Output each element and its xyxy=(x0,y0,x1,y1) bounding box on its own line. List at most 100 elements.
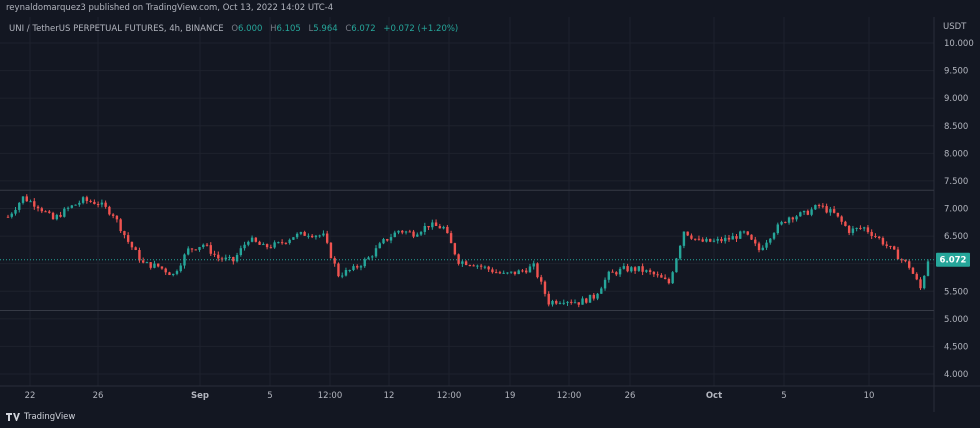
candle-body xyxy=(397,230,400,233)
candle-body xyxy=(352,266,355,270)
candle-body xyxy=(637,266,641,271)
candle-body xyxy=(919,279,922,289)
candle-body xyxy=(731,236,734,240)
candle-body xyxy=(566,301,569,303)
candle-body xyxy=(626,266,629,272)
candle-body xyxy=(138,250,141,261)
candle-body xyxy=(600,288,603,294)
candle-body xyxy=(630,267,633,272)
y-tick-label: 8.500 xyxy=(944,122,968,132)
candle-body xyxy=(145,262,149,264)
candle-body xyxy=(498,272,502,274)
candle-body xyxy=(840,216,843,222)
candle-body xyxy=(540,277,543,282)
candle-body xyxy=(825,206,828,213)
candle-body xyxy=(85,197,89,201)
candle-body xyxy=(284,242,288,244)
candle-body xyxy=(847,225,851,233)
candle-body xyxy=(333,258,336,264)
candle-body xyxy=(543,281,547,294)
candle-body xyxy=(438,225,442,229)
candle-body xyxy=(742,231,746,233)
candle-body xyxy=(487,266,490,270)
candle-body xyxy=(100,202,104,205)
x-tick-label: Sep xyxy=(191,391,209,401)
candle-body xyxy=(494,272,498,274)
x-tick-label: 12:00 xyxy=(318,391,343,401)
tradingview-logo-icon xyxy=(6,413,20,421)
y-tick-label: 7.500 xyxy=(944,177,968,187)
candle-body xyxy=(55,214,59,220)
candle-body xyxy=(434,222,438,226)
candle-body xyxy=(724,237,727,242)
symbol-title: UNI / TetherUS PERPETUAL FUTURES, 4h, BI… xyxy=(9,24,224,34)
candle-body xyxy=(893,246,896,250)
candle-body xyxy=(273,242,276,248)
candle-body xyxy=(134,247,137,251)
candle-body xyxy=(911,267,915,274)
candle-body xyxy=(314,235,318,238)
y-tick-label: 5.000 xyxy=(944,315,968,325)
candle-body xyxy=(40,208,43,212)
candle-body xyxy=(243,244,246,249)
candle-body xyxy=(29,201,32,203)
candle-body xyxy=(844,221,847,226)
candle-body xyxy=(280,242,284,244)
candle-body xyxy=(851,228,855,233)
candle-body xyxy=(10,213,13,217)
y-tick-label: 4.500 xyxy=(944,342,968,352)
candle-body xyxy=(517,270,520,275)
candle-body xyxy=(389,237,393,241)
chart-background xyxy=(0,17,980,412)
candle-body xyxy=(472,265,475,267)
candle-body xyxy=(431,222,434,228)
candle-body xyxy=(611,271,614,273)
candlestick-chart[interactable]: 10.000 9.500 9.000 8.500 8.000 7.500 7.000 6.50… xyxy=(0,17,980,412)
candle-body xyxy=(697,238,701,240)
candle-body xyxy=(157,263,160,267)
x-tick-label: 22 xyxy=(25,391,36,401)
candle-body xyxy=(21,196,25,203)
candle-body xyxy=(63,208,66,217)
candle-body xyxy=(442,226,445,229)
candle-body xyxy=(70,205,74,208)
candle-body xyxy=(814,205,817,210)
candle-body xyxy=(671,272,674,284)
candle-body xyxy=(476,265,479,267)
candle-body xyxy=(866,227,870,232)
candle-body xyxy=(164,268,167,273)
candle-body xyxy=(506,272,509,274)
candle-body xyxy=(479,265,483,267)
candle-body xyxy=(562,302,565,304)
candle-body xyxy=(761,247,764,251)
candle-body xyxy=(44,211,47,213)
candle-body xyxy=(735,236,738,239)
candle-body xyxy=(558,302,562,304)
candle-body xyxy=(115,215,119,220)
candle-body xyxy=(299,232,303,234)
candle-body xyxy=(59,214,62,217)
x-tick-label: 5 xyxy=(781,391,786,401)
candle-body xyxy=(232,256,235,262)
candle-body xyxy=(754,239,757,244)
candle-body xyxy=(705,238,708,242)
candle-body xyxy=(96,204,100,206)
candle-body xyxy=(367,257,370,260)
candle-body xyxy=(217,254,220,259)
candle-body xyxy=(802,210,806,213)
candle-body xyxy=(491,269,494,273)
x-tick-label: 26 xyxy=(625,391,636,401)
candle-body xyxy=(78,202,81,205)
tradingview-footer[interactable]: TradingView xyxy=(6,412,75,422)
candle-body xyxy=(337,263,340,277)
candle-body xyxy=(810,209,813,215)
candle-body xyxy=(408,231,411,233)
candle-body xyxy=(265,244,269,248)
publish-bar: reynaldomarquez3 published on TradingVie… xyxy=(0,0,980,18)
candle-body xyxy=(791,217,795,220)
candle-body xyxy=(750,234,753,240)
y-tick-label: 5.500 xyxy=(944,287,968,297)
high-label: H xyxy=(270,24,277,34)
y-tick-label: 7.000 xyxy=(944,205,968,215)
candle-body xyxy=(615,272,618,275)
